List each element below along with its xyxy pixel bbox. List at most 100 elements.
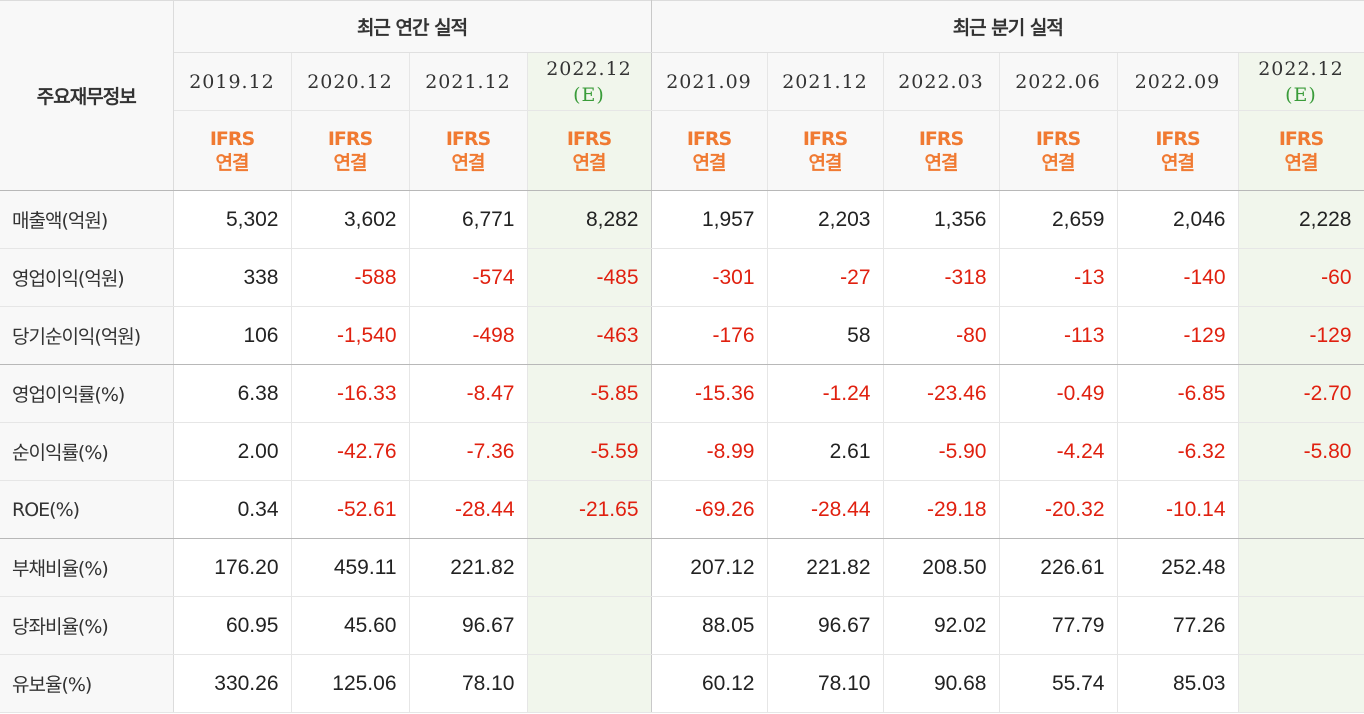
table-cell: -7.36 bbox=[409, 422, 528, 481]
table-cell: 330.26 bbox=[173, 654, 292, 713]
table-cell: 208.50 bbox=[883, 538, 1000, 597]
accounting-basis: IFRS 연결 bbox=[767, 110, 884, 191]
table-row: 영업이익률(%) 6.38 -16.33 -8.47 -5.85 -15.36 -1.24-… bbox=[0, 364, 1364, 423]
period-label: 2022.03 bbox=[898, 70, 984, 93]
basis-scope: 연결 bbox=[572, 151, 607, 174]
table-cell: 96.67 bbox=[767, 596, 884, 655]
period-header: 2021.12 bbox=[767, 52, 884, 111]
quarterly-results-title: 최근 분기 실적 bbox=[651, 0, 1364, 53]
table-cell: -20.32 bbox=[999, 480, 1118, 539]
table-cell: -0.49 bbox=[999, 364, 1118, 423]
table-cell: 2,203 bbox=[767, 190, 884, 249]
basis-scope: 연결 bbox=[692, 151, 727, 174]
table-cell: 252.48 bbox=[1117, 538, 1239, 597]
table-cell: 207.12 bbox=[651, 538, 768, 597]
table-cell: -27 bbox=[767, 248, 884, 307]
basis-scope: 연결 bbox=[215, 151, 250, 174]
table-cell: 3,602 bbox=[291, 190, 410, 249]
period-header: 2022.09 bbox=[1117, 52, 1239, 111]
accounting-basis: IFRS 연결 bbox=[1117, 110, 1239, 191]
row-label: 당기순이익(억원) bbox=[0, 306, 174, 365]
row-label: 영업이익률(%) bbox=[0, 364, 174, 423]
table-cell: 2,046 bbox=[1117, 190, 1239, 249]
basis-standard: IFRS bbox=[445, 127, 491, 150]
table-cell bbox=[1238, 596, 1364, 655]
table-cell: -113 bbox=[999, 306, 1118, 365]
table-cell: -5.90 bbox=[883, 422, 1000, 481]
table-row: 당좌비율(%) 60.95 45.60 96.67 88.05 96.67 92.02 77.… bbox=[0, 596, 1364, 655]
annual-results-title: 최근 연간 실적 bbox=[173, 0, 652, 53]
table-cell: -21.65 bbox=[527, 480, 652, 539]
table-cell: -10.14 bbox=[1117, 480, 1239, 539]
table-cell: 78.10 bbox=[767, 654, 884, 713]
table-row: 당기순이익(억원) 106 -1,540 -498 -463 -176 58 -80 -113-… bbox=[0, 306, 1364, 365]
table-cell: 92.02 bbox=[883, 596, 1000, 655]
table-cell: -5.80 bbox=[1238, 422, 1364, 481]
row-label: 부채비율(%) bbox=[0, 538, 174, 597]
table-cell: 1,356 bbox=[883, 190, 1000, 249]
table-cell: -28.44 bbox=[767, 480, 884, 539]
table-cell: -588 bbox=[291, 248, 410, 307]
table-cell: 125.06 bbox=[291, 654, 410, 713]
basis-scope: 연결 bbox=[808, 151, 843, 174]
accounting-basis: IFRS 연결 bbox=[409, 110, 528, 191]
basis-scope: 연결 bbox=[924, 151, 959, 174]
table-cell: -6.85 bbox=[1117, 364, 1239, 423]
table-cell: -140 bbox=[1117, 248, 1239, 307]
period-header: 2021.12 bbox=[409, 52, 528, 111]
period-label: 2021.09 bbox=[666, 70, 752, 93]
period-label: 2019.12 bbox=[189, 70, 275, 93]
table-cell: 1,957 bbox=[651, 190, 768, 249]
basis-standard: IFRS bbox=[918, 127, 964, 150]
accounting-basis: IFRS 연결 bbox=[1238, 110, 1364, 191]
table-cell: -4.24 bbox=[999, 422, 1118, 481]
period-label: 2022.06 bbox=[1015, 70, 1101, 93]
table-row: 매출액(억원) 5,302 3,602 6,771 8,282 1,957 2,203 1,3… bbox=[0, 190, 1364, 249]
table-cell: 221.82 bbox=[409, 538, 528, 597]
table-cell: -318 bbox=[883, 248, 1000, 307]
table-cell: 5,302 bbox=[173, 190, 292, 249]
table-cell: 226.61 bbox=[999, 538, 1118, 597]
table-cell: -1,540 bbox=[291, 306, 410, 365]
accounting-basis: IFRS 연결 bbox=[291, 110, 410, 191]
table-cell: -129 bbox=[1238, 306, 1364, 365]
table-cell bbox=[1238, 480, 1364, 539]
basis-standard: IFRS bbox=[802, 127, 848, 150]
table-cell: 176.20 bbox=[173, 538, 292, 597]
basis-scope: 연결 bbox=[1284, 151, 1319, 174]
table-cell: -52.61 bbox=[291, 480, 410, 539]
table-cell: -2.70 bbox=[1238, 364, 1364, 423]
table-cell: 6,771 bbox=[409, 190, 528, 249]
table-cell bbox=[1238, 538, 1364, 597]
table-cell: 77.26 bbox=[1117, 596, 1239, 655]
basis-scope: 연결 bbox=[1041, 151, 1076, 174]
table-row: ROE(%) 0.34 -52.61 -28.44 -21.65 -69.26 -28.44… bbox=[0, 480, 1364, 539]
period-header: 2022.12 (E) bbox=[1238, 52, 1364, 111]
table-cell: -485 bbox=[527, 248, 652, 307]
table-cell: -5.59 bbox=[527, 422, 652, 481]
table-cell: -60 bbox=[1238, 248, 1364, 307]
period-header: 2022.06 bbox=[999, 52, 1118, 111]
row-label: ROE(%) bbox=[0, 480, 174, 539]
basis-standard: IFRS bbox=[1035, 127, 1081, 150]
period-label: 2021.12 bbox=[425, 70, 511, 93]
table-cell: 338 bbox=[173, 248, 292, 307]
table-cell bbox=[1238, 654, 1364, 713]
table-cell: -6.32 bbox=[1117, 422, 1239, 481]
table-cell: 90.68 bbox=[883, 654, 1000, 713]
table-cell: -8.99 bbox=[651, 422, 768, 481]
table-cell: -498 bbox=[409, 306, 528, 365]
period-label: 2022.12 bbox=[546, 57, 632, 80]
table-cell: -28.44 bbox=[409, 480, 528, 539]
table-cell: 459.11 bbox=[291, 538, 410, 597]
table-cell: -574 bbox=[409, 248, 528, 307]
table-cell: -129 bbox=[1117, 306, 1239, 365]
table-cell: -1.24 bbox=[767, 364, 884, 423]
row-label: 매출액(억원) bbox=[0, 190, 174, 249]
basis-scope: 연결 bbox=[333, 151, 368, 174]
period-header: 2022.12 (E) bbox=[527, 52, 652, 111]
estimate-mark: (E) bbox=[573, 83, 605, 106]
table-cell: -80 bbox=[883, 306, 1000, 365]
table-cell: 60.12 bbox=[651, 654, 768, 713]
table-cell: 2,228 bbox=[1238, 190, 1364, 249]
